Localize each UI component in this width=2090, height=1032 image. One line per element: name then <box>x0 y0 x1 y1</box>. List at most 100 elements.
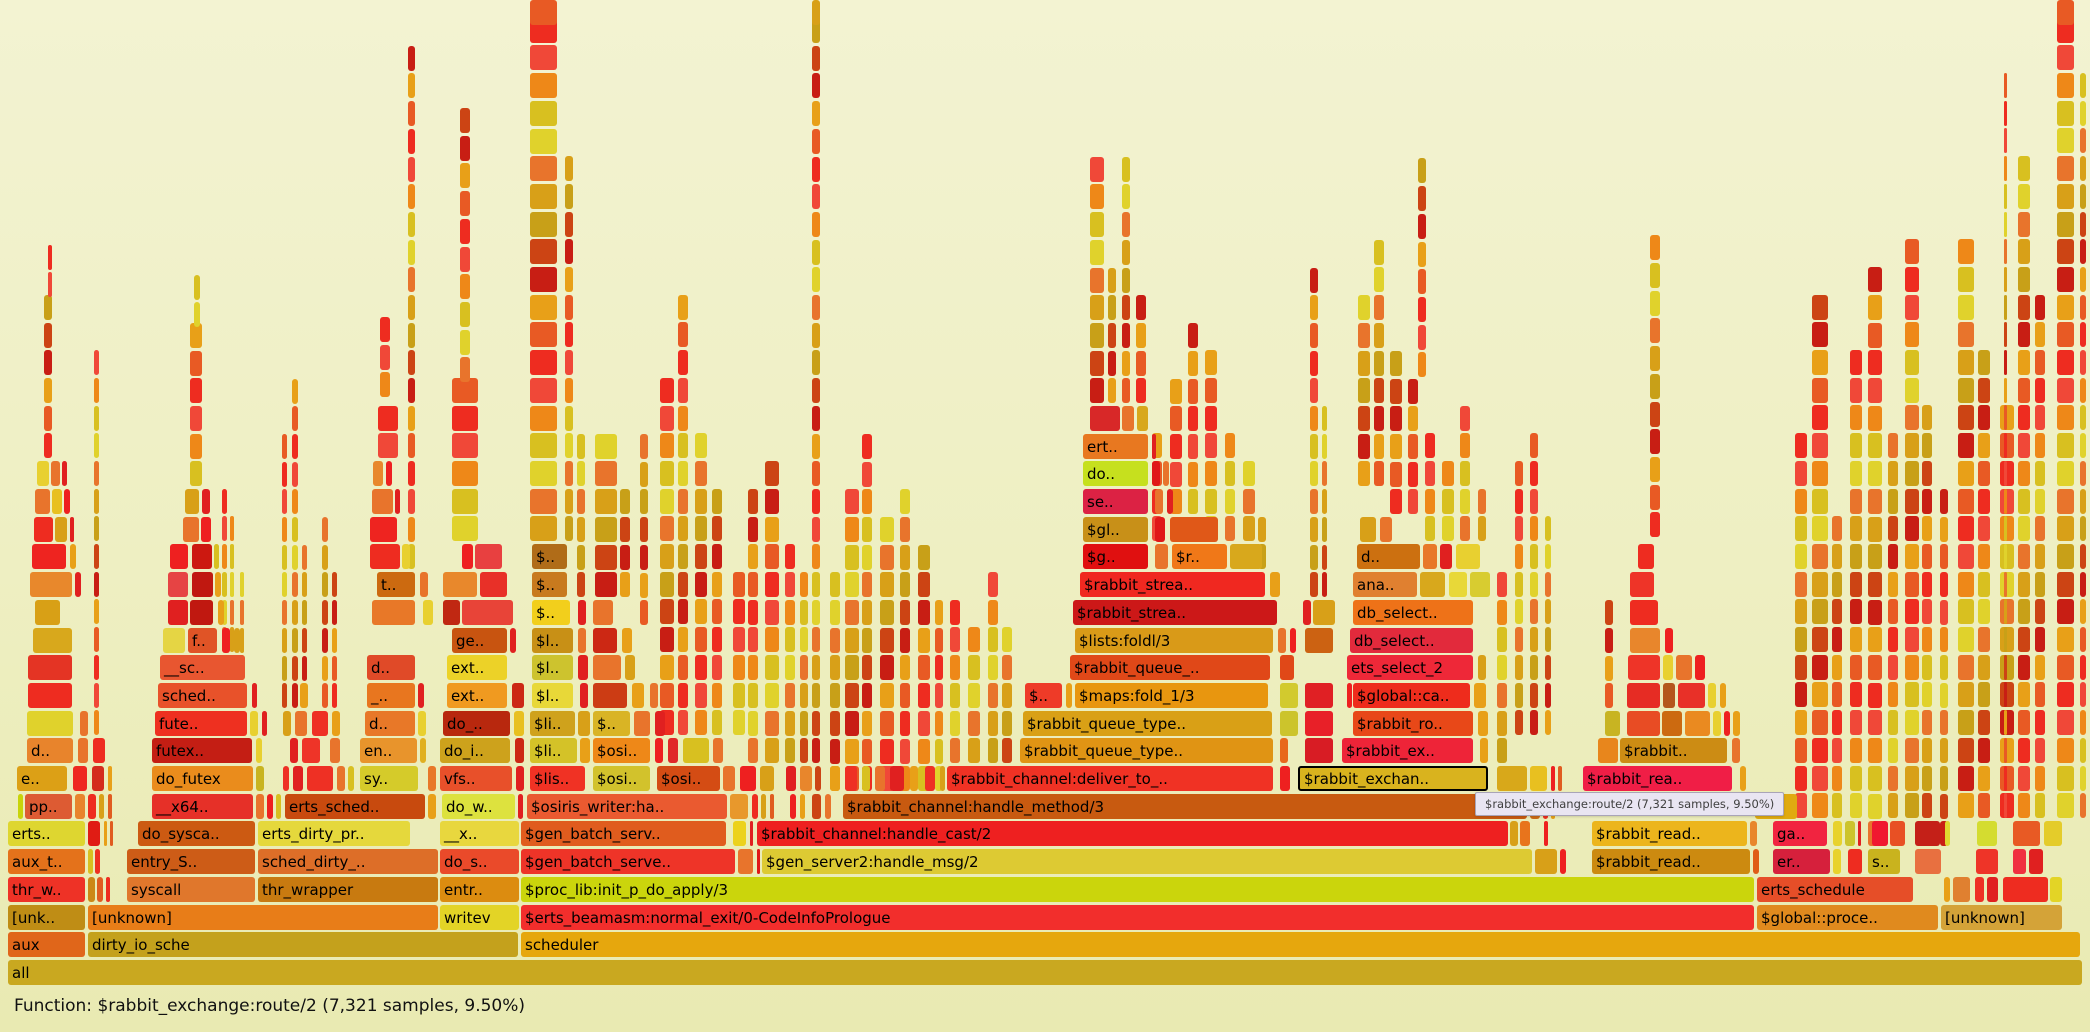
frame[interactable] <box>748 627 758 652</box>
frame[interactable] <box>1560 849 1566 874</box>
frame-erts_beamasmnormal_exit0Code[interactable]: $erts_beamasm:normal_exit/0-CodeInfoProl… <box>521 905 1754 930</box>
frame-li[interactable]: $li.. <box>530 738 577 763</box>
frame[interactable] <box>1497 600 1507 625</box>
frame[interactable] <box>332 683 337 708</box>
frame[interactable] <box>1650 374 1660 399</box>
frame[interactable] <box>812 101 820 126</box>
frame[interactable] <box>1922 738 1932 763</box>
frame[interactable] <box>240 600 244 625</box>
frame-osiris_writerha[interactable]: $osiris_writer:ha.. <box>527 794 727 819</box>
frame[interactable] <box>1374 406 1384 431</box>
frame[interactable] <box>1663 683 1675 708</box>
frame[interactable] <box>968 655 980 680</box>
frame[interactable] <box>660 406 674 431</box>
frame-__sc[interactable]: __sc.. <box>160 655 245 680</box>
frame[interactable] <box>88 877 95 902</box>
frame[interactable] <box>35 600 60 625</box>
frame[interactable] <box>2035 295 2045 320</box>
frame[interactable] <box>2080 516 2086 541</box>
frame[interactable] <box>595 434 617 459</box>
frame[interactable] <box>1390 406 1402 431</box>
frame[interactable] <box>918 739 930 764</box>
frame-rabbit_strea[interactable]: $rabbit_strea.. <box>1073 600 1277 625</box>
frame[interactable] <box>640 489 648 514</box>
frame[interactable] <box>1795 489 1807 514</box>
frame-g[interactable]: $g.. <box>1083 544 1148 569</box>
frame[interactable] <box>800 766 812 791</box>
frame[interactable] <box>1002 683 1012 708</box>
frame[interactable] <box>1940 710 1948 735</box>
frame[interactable] <box>2080 766 2086 791</box>
frame[interactable] <box>2035 461 2045 486</box>
frame[interactable] <box>192 572 213 597</box>
frame[interactable] <box>1905 766 1919 791</box>
frame[interactable] <box>2035 350 2045 375</box>
frame[interactable] <box>292 406 298 431</box>
frame[interactable] <box>2057 655 2074 680</box>
frame[interactable] <box>1650 457 1660 482</box>
frame[interactable] <box>1374 461 1384 486</box>
frame[interactable] <box>530 0 557 25</box>
frame[interactable] <box>1310 572 1318 597</box>
frame[interactable] <box>1310 461 1318 486</box>
frame[interactable] <box>1310 351 1318 376</box>
frame[interactable] <box>2035 710 2045 735</box>
frame[interactable] <box>1905 239 1919 264</box>
frame[interactable] <box>94 378 99 403</box>
frame[interactable] <box>2080 239 2086 264</box>
frame[interactable] <box>2057 239 2074 264</box>
frame[interactable] <box>580 738 590 763</box>
frame[interactable] <box>372 489 393 514</box>
frame[interactable] <box>1418 242 1426 267</box>
frame[interactable] <box>1530 599 1538 624</box>
frame[interactable] <box>194 275 200 300</box>
frame[interactable] <box>94 406 99 431</box>
frame[interactable] <box>1280 655 1294 680</box>
frame[interactable] <box>750 821 753 846</box>
frame[interactable] <box>1832 627 1842 652</box>
frame[interactable] <box>1958 267 1974 292</box>
frame[interactable] <box>733 655 745 680</box>
frame[interactable] <box>1832 682 1842 707</box>
frame[interactable] <box>1545 627 1551 652</box>
frame[interactable] <box>1868 323 1882 348</box>
frame[interactable] <box>460 274 470 299</box>
frame[interactable] <box>1605 711 1620 736</box>
frame[interactable] <box>1720 683 1726 708</box>
frame[interactable] <box>1888 572 1898 597</box>
frame[interactable] <box>1530 655 1538 680</box>
frame[interactable] <box>1868 295 1882 320</box>
frame[interactable] <box>2000 682 2014 707</box>
frame[interactable] <box>408 517 415 542</box>
frame[interactable] <box>28 655 72 680</box>
frame[interactable] <box>2044 821 2062 846</box>
frame[interactable] <box>1940 683 1948 708</box>
frame[interactable] <box>812 157 820 182</box>
frame[interactable] <box>62 461 67 486</box>
frame[interactable] <box>1888 655 1898 680</box>
frame[interactable] <box>1460 489 1470 514</box>
frame[interactable] <box>1460 516 1470 541</box>
frame[interactable] <box>830 572 840 597</box>
frame[interactable] <box>830 655 840 680</box>
frame[interactable] <box>1515 599 1523 624</box>
frame[interactable] <box>678 433 688 458</box>
frame-do_s[interactable]: do_s.. <box>440 849 519 874</box>
frame[interactable] <box>830 683 840 708</box>
frame[interactable] <box>900 766 910 791</box>
frame[interactable] <box>2018 156 2030 181</box>
frame[interactable] <box>283 766 289 791</box>
frame[interactable] <box>918 545 930 570</box>
frame-erts_schedule[interactable]: erts_schedule <box>1757 877 1913 902</box>
frame[interactable] <box>800 711 808 736</box>
frame[interactable] <box>640 600 648 625</box>
frame[interactable] <box>1418 325 1426 350</box>
frame[interactable] <box>348 766 354 791</box>
frame[interactable] <box>230 600 234 625</box>
frame[interactable] <box>812 240 820 265</box>
frame[interactable] <box>1850 599 1862 624</box>
frame[interactable] <box>862 739 872 764</box>
frame[interactable] <box>1795 766 1807 791</box>
frame[interactable] <box>1418 158 1426 183</box>
frame[interactable] <box>935 628 943 653</box>
